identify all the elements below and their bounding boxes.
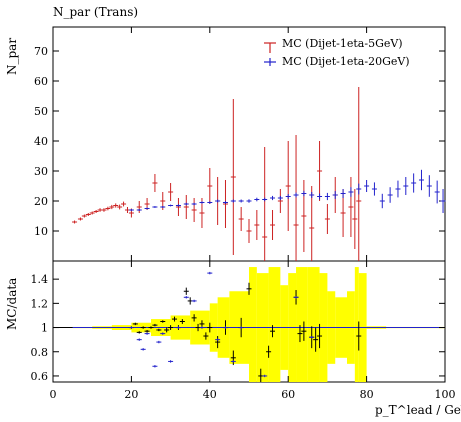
main-x-ticks [52,27,446,261]
main-y-tick-label: 20 [34,195,48,208]
main-y-tick-label: 60 [34,75,48,88]
main-y-tick-label: 10 [34,225,48,238]
band-segment [249,267,257,382]
main-y-ticks: 10 20 30 40 50 60 70 [34,45,445,238]
main-y-tick-label: 40 [34,135,48,148]
main-y-tick-label: 70 [34,45,48,58]
legend: MC (Dijet-1eta-5GeV) MC (Dijet-1eta-20Ge… [264,37,410,68]
ratio-x-tick-label: 100 [435,388,456,401]
ratio-x-tick-label: 20 [124,388,138,401]
ratio-x-tick-label: 80 [360,388,374,401]
band-segment [307,267,320,382]
ratio-y-tick-label: 1 [41,322,48,335]
ratio-y-tick-label: 1.4 [31,273,49,286]
ratio-y-tick-label: 0.6 [31,370,49,383]
main-series [72,87,446,261]
page-title: N_par (Trans) [53,5,138,19]
ratio-x-tick-label: 0 [50,388,57,401]
ratio-y-ticks: 0.6 0.8 1 1.2 1.4 [31,273,445,383]
ratio-x-ticks: 0 20 40 60 80 100 [50,261,456,401]
ratio-y-tick-label: 1.2 [31,297,49,310]
ratio-y-tick-label: 0.8 [31,346,49,359]
ratio-x-tick-label: 40 [203,388,217,401]
main-ylabel: N_par [5,38,19,75]
main-y-tick-label: 50 [34,105,48,118]
band-segment [354,267,359,382]
legend-label-blue: MC (Dijet-1eta-20GeV) [282,55,410,68]
band-segment [268,267,281,382]
ratio-x-tick-label: 60 [281,388,295,401]
ratio-uncertainty-band [72,267,445,382]
ratio-ylabel: MC/data [5,278,19,330]
band-segment [296,267,308,382]
main-y-tick-label: 30 [34,165,48,178]
ratio-series [128,271,362,382]
legend-label-red: MC (Dijet-1eta-5GeV) [282,37,403,50]
ratio-xlabel: p_T^lead / GeV [375,403,461,417]
